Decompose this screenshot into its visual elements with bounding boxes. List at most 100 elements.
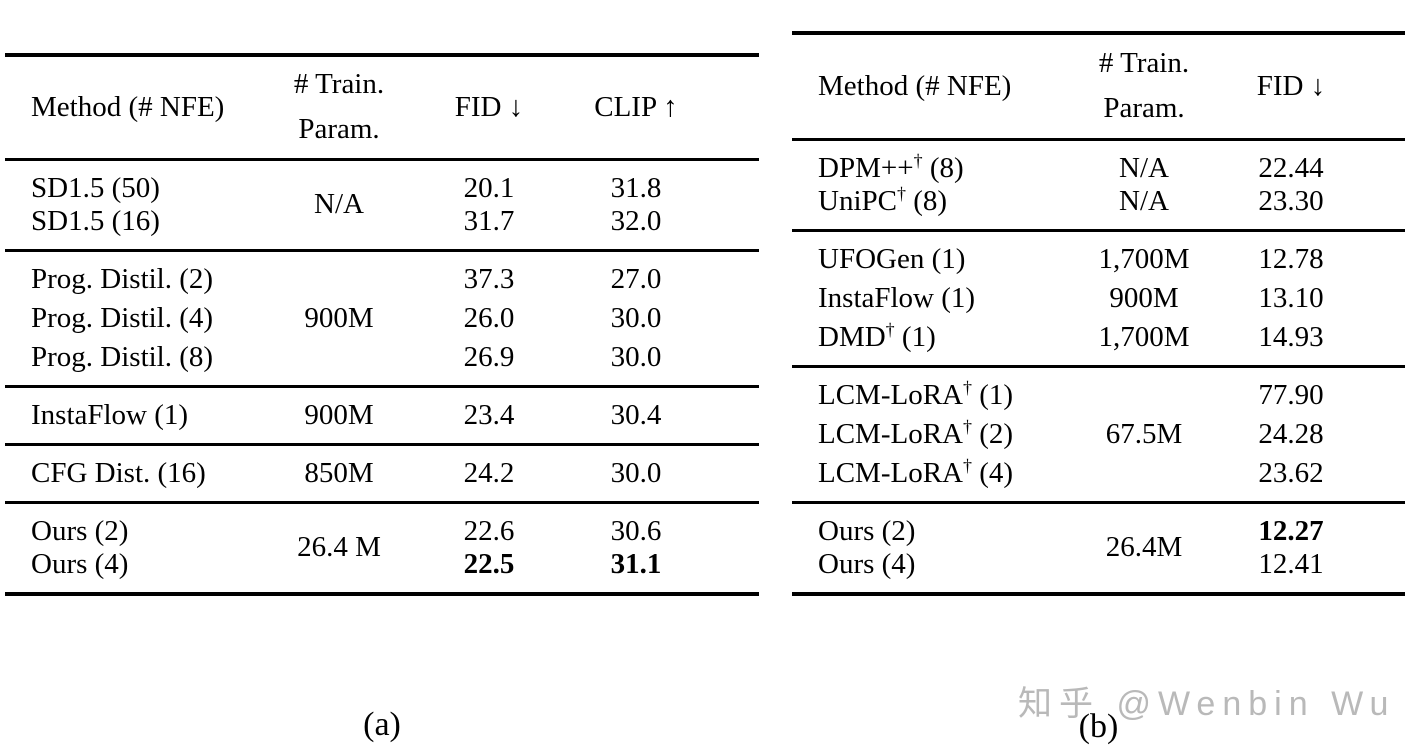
method-nfe: (2) (87, 514, 129, 547)
group-ours: Ours (2) 26.4 M 22.6 30.6 Ours (4) 22.5 … (5, 502, 759, 594)
method-name: Prog. Distil. (31, 340, 172, 373)
col-header-method: Method (# NFE) (31, 90, 225, 123)
method-name: SD1.5 (31, 171, 105, 204)
method-cell: Prog. Distil. (8) (5, 341, 265, 387)
fid-value: 22.6 (463, 514, 515, 547)
fid-value: 26.9 (463, 340, 515, 373)
table-a: Method (# NFE) # Train. Param. FID ↓ CLI… (5, 53, 759, 596)
method-nfe: (8) (172, 340, 214, 373)
group-one-step: UFOGen (1) 1,700M 12.78 InstaFlow (1) 90… (792, 230, 1405, 366)
method-cell: DMD† (1) (792, 320, 1062, 367)
fid-value: 14.93 (1258, 320, 1324, 353)
table-row: CFG Dist. (16) 850M 24.2 30.0 (5, 444, 759, 502)
fid-value: 20.1 (463, 171, 515, 204)
param-cell: 850M (304, 456, 374, 489)
param-cell: N/A (1119, 184, 1169, 217)
table-row: Prog. Distil. (4) 26.0 30.0 (5, 296, 759, 341)
dagger-mark: † (896, 182, 906, 203)
method-name: InstaFlow (818, 281, 934, 314)
method-name: LCM-LoRA (818, 417, 963, 450)
param-cell: 26.4 M (297, 531, 381, 563)
method-cell: SD1.5 (16) (5, 205, 265, 251)
method-cell: SD1.5 (50) (5, 159, 265, 205)
clip-value: 30.4 (610, 398, 662, 431)
col-header-train-param-line1: # Train. (1098, 47, 1190, 80)
method-nfe: (4) (971, 456, 1014, 489)
param-cell: 1,700M (1098, 320, 1190, 353)
method-nfe: (1) (924, 242, 966, 275)
table-row: Ours (4) 22.5 31.1 (5, 548, 759, 594)
clip-value: 27.0 (610, 262, 662, 295)
method-name: Ours (31, 514, 88, 547)
method-cell: Ours (2) (5, 502, 265, 548)
col-header-clip: CLIP ↑ (594, 90, 678, 123)
fid-value: 37.3 (463, 262, 515, 295)
method-nfe: (4) (87, 547, 129, 580)
fid-value: 24.2 (463, 456, 515, 489)
clip-value: 30.6 (610, 514, 662, 547)
table-row: Prog. Distil. (8) 26.9 30.0 (5, 341, 759, 387)
table-row: DMD† (1) 1,700M 14.93 (792, 320, 1405, 367)
table-a-header: Method (# NFE) # Train. Param. FID ↓ CLI… (5, 55, 759, 159)
param-cell: 26.4M (1105, 531, 1183, 563)
param-cell: 1,700M (1098, 242, 1190, 275)
table-row: InstaFlow (1) 900M 13.10 (792, 276, 1405, 321)
clip-value: 30.0 (610, 456, 662, 489)
method-cell: DPM++† (8) (792, 139, 1062, 185)
col-header-train-param-line2: Param. (1103, 92, 1185, 125)
method-cell: CFG Dist. (16) (5, 444, 265, 502)
fid-value: 23.62 (1258, 456, 1324, 489)
col-header-train-param: # Train. Param. (265, 55, 413, 159)
method-cell: Ours (4) (792, 548, 1062, 594)
table-b: Method (# NFE) # Train. Param. FID ↓ DPM… (792, 31, 1405, 596)
group-ours: Ours (2) 26.4M 12.27 Ours (4) 12.41 (792, 502, 1405, 594)
method-nfe: (16) (150, 456, 206, 489)
table-row: SD1.5 (50) N/A 20.1 31.8 (5, 159, 759, 221)
method-cell: InstaFlow (1) (792, 276, 1062, 321)
method-cell: Prog. Distil. (4) (5, 296, 265, 341)
table-row: UFOGen (1) 1,700M 12.78 (792, 230, 1405, 276)
table-row: UniPC† (8) N/A 23.30 (792, 182, 1405, 231)
table-row: InstaFlow (1) 900M 23.4 30.4 (5, 386, 759, 444)
method-nfe: (4) (874, 547, 916, 580)
table-row: DPM++† (8) N/A 22.44 (792, 139, 1405, 185)
header-row: Method (# NFE) # Train. Param. FID ↓ CLI… (5, 55, 759, 159)
table-row: LCM-LoRA† (4) 23.62 (792, 454, 1405, 503)
clip-value: 31.1 (610, 547, 662, 580)
table-row: Prog. Distil. (2) 900M 37.3 27.0 (5, 250, 759, 334)
table-row: Ours (2) 26.4M 12.27 (792, 502, 1405, 564)
fid-value: 77.90 (1258, 378, 1324, 411)
method-nfe: (2) (874, 514, 916, 547)
fid-value: 12.78 (1258, 242, 1324, 275)
dagger-mark: † (963, 376, 972, 397)
dagger-mark: † (913, 149, 923, 170)
table-row: SD1.5 (16) 31.7 32.0 (5, 205, 759, 251)
method-cell: LCM-LoRA† (4) (792, 454, 1062, 503)
group-prog-distil: Prog. Distil. (2) 900M 37.3 27.0 Prog. D… (5, 250, 759, 386)
fid-value: 22.5 (463, 547, 515, 580)
col-header-train-param: # Train. Param. (1062, 33, 1226, 139)
method-nfe: (1) (971, 378, 1014, 411)
param-cell: 900M (304, 398, 374, 431)
method-cell: InstaFlow (1) (5, 386, 265, 444)
method-name: CFG Dist. (31, 456, 151, 489)
dagger-mark: † (963, 415, 972, 436)
method-nfe: (16) (104, 204, 160, 237)
method-nfe: (50) (104, 171, 160, 204)
dagger-mark: † (963, 454, 972, 475)
method-cell: UFOGen (1) (792, 230, 1062, 276)
method-nfe: (1) (934, 281, 976, 314)
method-name: UniPC (818, 184, 897, 217)
method-nfe: (4) (172, 301, 214, 334)
zhihu-watermark: 知乎 @Wenbin Wu (1018, 685, 1396, 723)
method-cell: UniPC† (8) (792, 182, 1062, 231)
method-cell: Ours (4) (5, 548, 265, 594)
method-nfe: (8) (922, 151, 964, 184)
clip-value: 30.0 (610, 340, 662, 373)
fid-value: 31.7 (463, 204, 515, 237)
fid-value: 26.0 (463, 301, 515, 334)
method-name: Ours (818, 514, 875, 547)
param-cell: 900M (1109, 281, 1179, 314)
method-name: DMD (818, 320, 886, 353)
method-cell: Prog. Distil. (2) (5, 250, 265, 296)
